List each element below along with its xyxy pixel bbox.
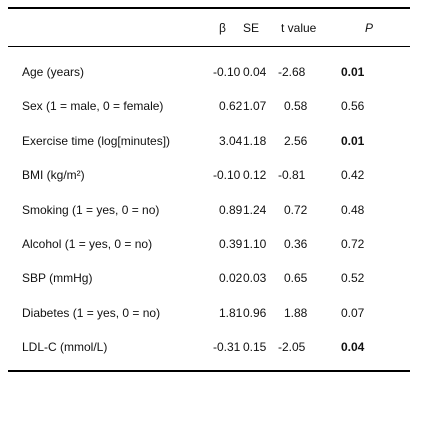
cell-value: 0.01 xyxy=(341,133,365,148)
cell-value: 0.52 xyxy=(341,271,365,286)
cell-value: 0.36 xyxy=(284,237,308,251)
cell-value: -0.10 xyxy=(213,65,241,79)
row-label: Sex (1 = male, 0 = female) xyxy=(22,99,164,114)
header-rule xyxy=(8,46,410,47)
cell-value: 0.03 xyxy=(243,271,267,286)
column-header: SE xyxy=(243,21,260,35)
cell-value: 0.39 xyxy=(219,237,243,251)
cell-value: 1.81 xyxy=(219,305,243,320)
cell-value: 0.72 xyxy=(341,237,365,251)
column-header: t value xyxy=(281,21,317,35)
row-label: Exercise time (log[minutes]) xyxy=(22,133,171,148)
row-label: Diabetes (1 = yes, 0 = no) xyxy=(22,305,161,320)
row-label: Age (years) xyxy=(22,65,85,79)
cell-value: 0.07 xyxy=(341,305,365,320)
column-header: β xyxy=(219,21,226,35)
cell-value: 0.62 xyxy=(219,99,243,114)
cell-value: 3.04 xyxy=(219,133,243,148)
column-header: P xyxy=(365,21,374,35)
cell-value: 0.02 xyxy=(219,271,243,286)
top-rule xyxy=(8,7,410,9)
cell-value: 2.56 xyxy=(284,133,308,148)
bottom-rule xyxy=(8,370,410,372)
cell-value: 1.18 xyxy=(243,133,267,148)
cell-value: 0.12 xyxy=(243,168,267,183)
cell-value: 0.48 xyxy=(341,202,365,217)
row-label: LDL-C (mmol/L) xyxy=(22,340,108,355)
cell-value: 1.10 xyxy=(243,237,267,251)
cell-value: -0.31 xyxy=(213,340,241,355)
cell-value: -2.05 xyxy=(278,340,306,355)
cell-value: 0.01 xyxy=(341,65,365,79)
cell-value: 0.04 xyxy=(341,340,365,355)
cell-value: 1.07 xyxy=(243,99,267,114)
cell-value: 0.96 xyxy=(243,305,267,320)
cell-value: 0.56 xyxy=(341,99,365,114)
row-label: BMI (kg/m²) xyxy=(22,168,85,183)
row-label: Smoking (1 = yes, 0 = no) xyxy=(22,202,160,217)
row-label: Alcohol (1 = yes, 0 = no) xyxy=(22,237,153,251)
cell-value: 0.65 xyxy=(284,271,308,286)
cell-value: -0.10 xyxy=(213,168,241,183)
cell-value: 0.58 xyxy=(284,99,308,114)
cell-value: 1.88 xyxy=(284,305,308,320)
cell-value: 0.15 xyxy=(243,340,267,355)
cell-value: -2.68 xyxy=(278,65,306,79)
row-label: SBP (mmHg) xyxy=(22,271,93,286)
cell-value: 0.89 xyxy=(219,202,243,217)
cell-value: 0.72 xyxy=(284,202,308,217)
cell-value: 0.04 xyxy=(243,65,267,79)
cell-value: 1.24 xyxy=(243,202,267,217)
cell-value: 0.42 xyxy=(341,168,365,183)
cell-value: -0.81 xyxy=(278,168,306,183)
